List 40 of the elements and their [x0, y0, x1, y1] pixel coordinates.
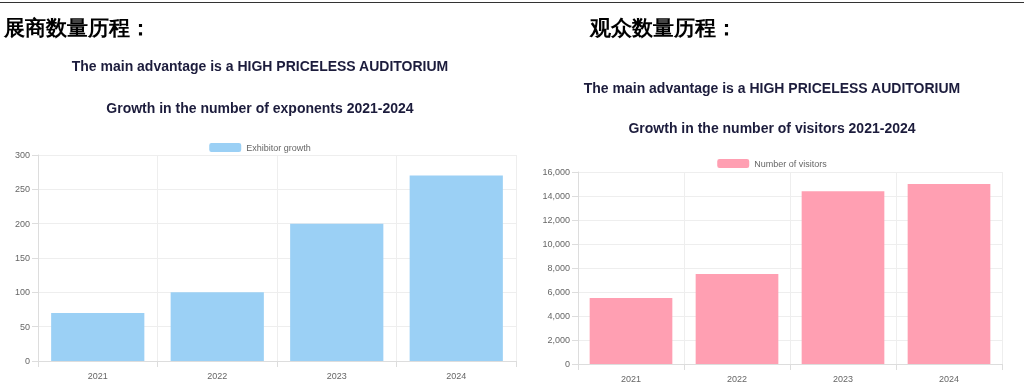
bar [589, 298, 673, 364]
y-tick-label: 0 [24, 356, 30, 366]
text: Growth in the number of exponents 2021-2024 [105, 100, 415, 116]
y-tick-label: 300 [14, 150, 30, 160]
y-tick-label: 12,000 [542, 215, 570, 225]
chart-subtitle: The main advantage is a HIGH PRICELESS AUDITORIUM [582, 80, 962, 96]
bar [51, 312, 145, 361]
x-tick-label: 2021 [620, 373, 642, 384]
x-tick-label: 2022 [726, 373, 748, 384]
x-tick-label: 2022 [207, 370, 228, 381]
legend-label: Number of visitors [754, 158, 828, 169]
chart-title: 观众数量历程： [590, 15, 737, 42]
x-tick-label: 2021 [87, 370, 108, 381]
y-tick-label: 200 [14, 218, 30, 229]
y-tick-label: 100 [14, 287, 30, 298]
x-tick-label: 2024 [938, 373, 960, 384]
bar [801, 191, 885, 364]
y-tick-label: 50 [19, 321, 30, 332]
chart-title: 展商数量历程： [4, 15, 151, 42]
y-tick-label: 14,000 [542, 191, 570, 201]
x-tick-label: 2023 [326, 370, 347, 381]
y-tick-label: 8,000 [547, 263, 570, 273]
y-tick-label: 6,000 [547, 287, 570, 297]
bar [290, 223, 384, 361]
bar [695, 274, 779, 364]
text: Growth in the number of visitors 2021-2024 [627, 120, 917, 136]
y-tick-label: 150 [14, 253, 30, 263]
y-tick-label: 2,000 [547, 335, 570, 345]
x-tick-label: 2023 [832, 373, 854, 384]
chart-subtitle: The main advantage is a HIGH PRICELESS AUDITORIUM [70, 58, 450, 74]
bar [170, 292, 264, 361]
y-tick-label: 0 [564, 359, 570, 369]
bar [409, 175, 503, 361]
y-tick-label: 4,000 [547, 311, 570, 321]
y-tick-label: 250 [14, 184, 30, 195]
bar [907, 184, 991, 364]
y-tick-label: 10,000 [542, 239, 570, 249]
x-tick-label: 2024 [446, 370, 467, 381]
legend-label: Exhibitor growth [246, 142, 311, 153]
y-tick-label: 16,000 [542, 167, 570, 177]
